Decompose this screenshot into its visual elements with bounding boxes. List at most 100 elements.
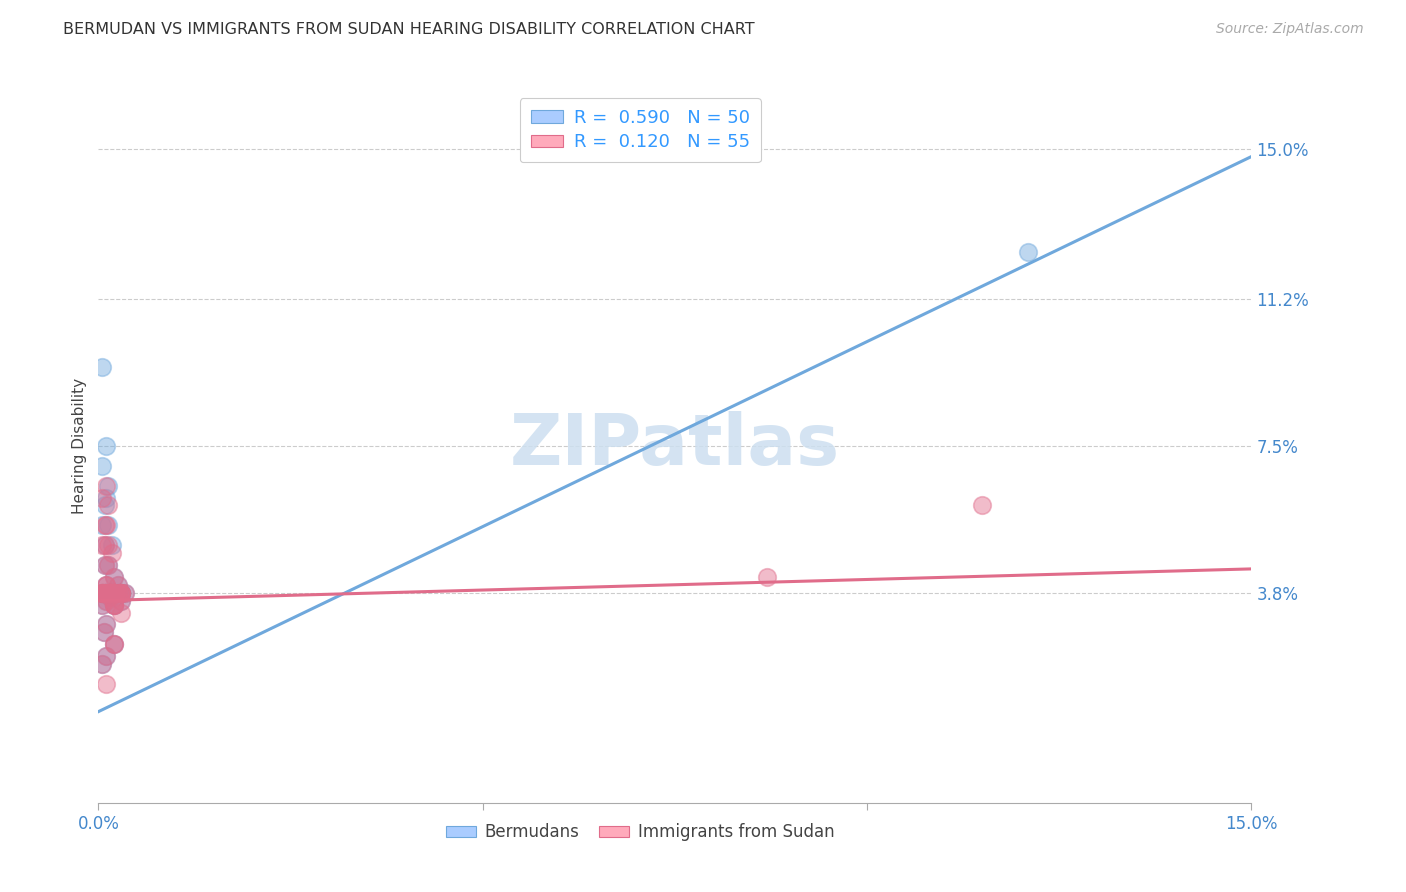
Point [91,458,114,473]
Point [103,598,125,612]
Point [103,598,125,612]
Point [91,538,114,552]
Point [94,593,117,607]
Point [103,598,125,612]
Point [91,657,114,671]
Point [94,585,117,599]
Point [110,585,132,599]
Point [103,637,125,651]
Point [94,585,117,599]
Point [98,585,121,599]
Point [94,585,117,599]
Point [98,585,121,599]
Point [103,585,125,599]
Point [91,657,114,671]
Point [94,578,117,592]
Point [98,585,121,599]
Point [91,585,114,599]
Point [103,585,125,599]
Point [91,598,114,612]
Point [91,585,114,599]
Point [98,585,121,599]
Point [104,585,127,599]
Point [94,478,117,492]
Point [103,637,125,651]
Point [93,625,115,640]
Text: BERMUDAN VS IMMIGRANTS FROM SUDAN HEARING DISABILITY CORRELATION CHART: BERMUDAN VS IMMIGRANTS FROM SUDAN HEARIN… [63,22,755,37]
Point [93,558,115,572]
Point [110,593,132,607]
Point [107,578,129,592]
Point [91,585,114,599]
Point [98,590,121,604]
Point [91,585,114,599]
Point [103,585,125,599]
Point [110,593,132,607]
Point [107,585,129,599]
Point [97,478,120,492]
Point [94,518,117,533]
Point [100,585,122,599]
Point [97,518,120,533]
Point [1017,244,1039,259]
Point [972,499,994,513]
Point [94,578,117,592]
Point [93,499,115,513]
Point [94,585,117,599]
Point [103,570,125,584]
Point [98,585,121,599]
Point [101,538,124,552]
Point [91,585,114,599]
Point [114,585,136,599]
Point [91,518,114,533]
Point [91,598,114,612]
Point [93,538,115,552]
Point [94,649,117,664]
Point [94,617,117,632]
Text: ZIPatlas: ZIPatlas [510,411,839,481]
Point [101,546,124,560]
Point [110,585,132,599]
Point [93,585,115,599]
Y-axis label: Hearing Disability: Hearing Disability [72,378,87,514]
Point [103,585,125,599]
Legend: Bermudans, Immigrants from Sudan: Bermudans, Immigrants from Sudan [440,817,841,848]
Point [110,585,132,599]
Point [107,585,129,599]
Point [97,538,120,552]
Point [100,585,122,599]
Point [97,499,120,513]
Point [110,585,132,599]
Point [94,649,117,664]
Point [103,598,125,612]
Point [756,570,779,584]
Point [94,578,117,592]
Point [101,585,124,599]
Point [94,439,117,453]
Point [98,590,121,604]
Point [94,585,117,599]
Point [110,606,132,620]
Point [110,585,132,599]
Point [103,637,125,651]
Point [93,518,115,533]
Point [104,585,127,599]
Point [91,359,114,374]
Point [103,585,125,599]
Point [110,585,132,599]
Point [94,585,117,599]
Point [110,585,132,599]
Point [110,585,132,599]
Point [93,625,115,640]
Point [97,558,120,572]
Point [94,491,117,505]
Point [94,593,117,607]
Point [91,585,114,599]
Point [94,585,117,599]
Point [94,677,117,691]
Point [110,585,132,599]
Point [94,617,117,632]
Point [97,558,120,572]
Point [93,538,115,552]
Point [103,570,125,584]
